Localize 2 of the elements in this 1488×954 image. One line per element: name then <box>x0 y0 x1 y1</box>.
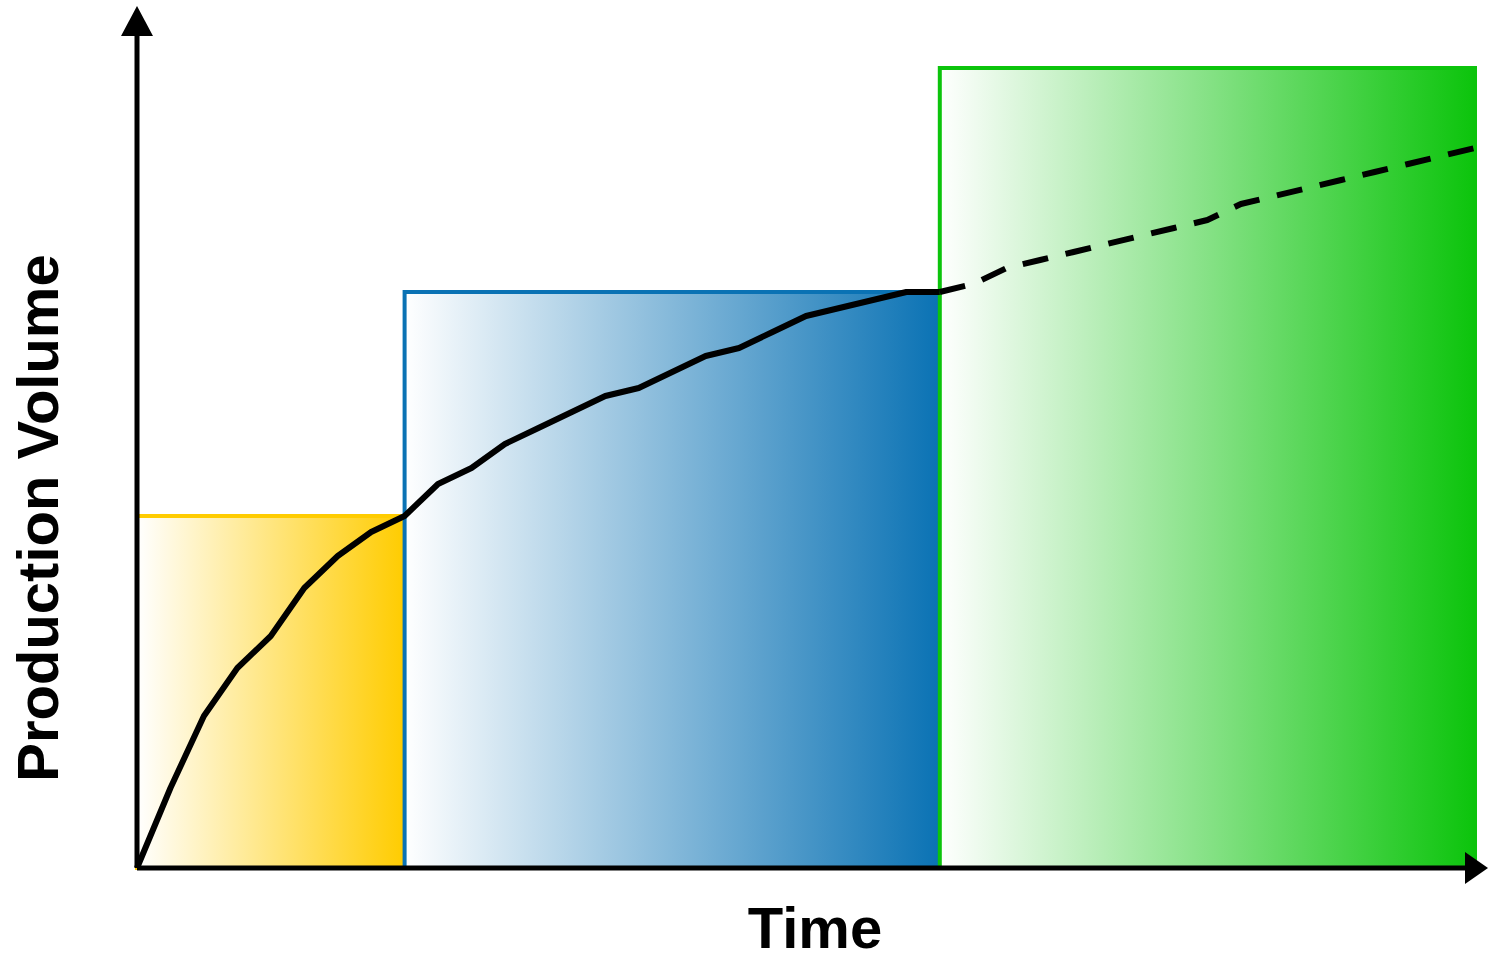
x-axis-title: Time <box>747 895 883 954</box>
y-axis-title: Production Volume <box>5 254 70 782</box>
